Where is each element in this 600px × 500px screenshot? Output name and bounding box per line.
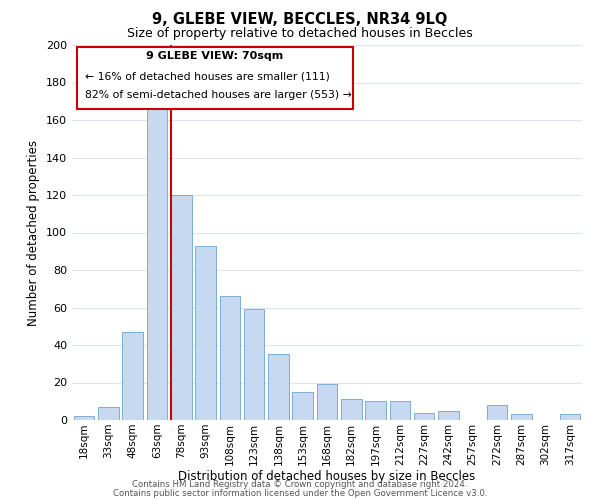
FancyBboxPatch shape: [77, 47, 353, 109]
Bar: [220, 296, 240, 420]
Bar: [389, 401, 410, 420]
Bar: [560, 414, 580, 420]
Text: Size of property relative to detached houses in Beccles: Size of property relative to detached ho…: [127, 28, 473, 40]
Bar: [74, 416, 94, 420]
Bar: [122, 332, 143, 420]
Text: ← 16% of detached houses are smaller (111): ← 16% of detached houses are smaller (11…: [85, 71, 329, 81]
Text: 9, GLEBE VIEW, BECCLES, NR34 9LQ: 9, GLEBE VIEW, BECCLES, NR34 9LQ: [152, 12, 448, 28]
Text: Contains HM Land Registry data © Crown copyright and database right 2024.: Contains HM Land Registry data © Crown c…: [132, 480, 468, 489]
Bar: [146, 105, 167, 420]
Bar: [365, 401, 386, 420]
Bar: [292, 392, 313, 420]
Bar: [511, 414, 532, 420]
Text: 9 GLEBE VIEW: 70sqm: 9 GLEBE VIEW: 70sqm: [146, 50, 283, 60]
Bar: [438, 410, 459, 420]
Text: 82% of semi-detached houses are larger (553) →: 82% of semi-detached houses are larger (…: [85, 90, 352, 100]
Bar: [244, 310, 265, 420]
Bar: [317, 384, 337, 420]
Bar: [98, 407, 119, 420]
Bar: [487, 405, 508, 420]
Y-axis label: Number of detached properties: Number of detached properties: [28, 140, 40, 326]
Bar: [268, 354, 289, 420]
Bar: [195, 246, 216, 420]
Text: Contains public sector information licensed under the Open Government Licence v3: Contains public sector information licen…: [113, 489, 487, 498]
Bar: [414, 412, 434, 420]
Bar: [341, 400, 362, 420]
X-axis label: Distribution of detached houses by size in Beccles: Distribution of detached houses by size …: [178, 470, 476, 484]
Bar: [171, 195, 191, 420]
